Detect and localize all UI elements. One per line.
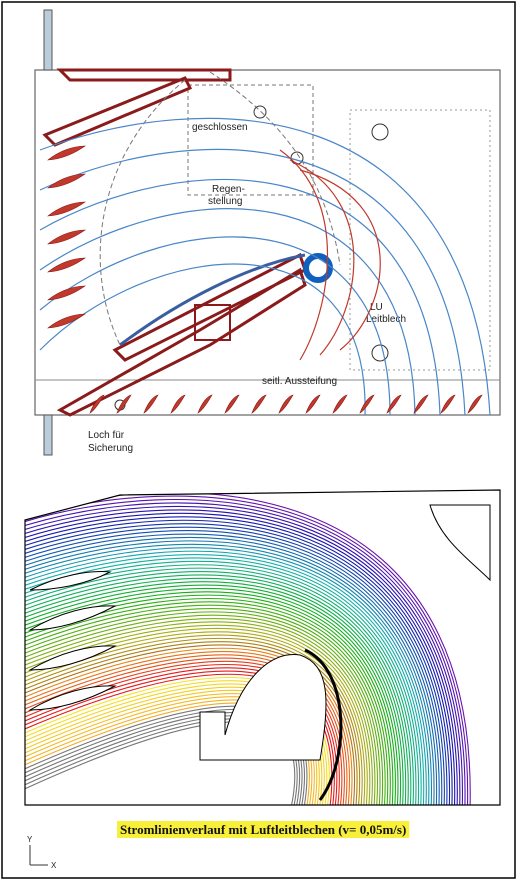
label: LU xyxy=(370,302,383,313)
page: geschlossen Regen- stellung LU Leitblech… xyxy=(0,0,517,880)
label: Loch für xyxy=(88,430,125,441)
axis-label: X xyxy=(51,861,57,870)
axis-label: Y xyxy=(27,835,33,844)
pipe xyxy=(44,10,52,70)
label: Sicherung xyxy=(88,443,133,454)
label: geschlossen xyxy=(192,122,248,133)
label: seitl. Aussteifung xyxy=(262,376,337,387)
label: Regen- xyxy=(212,184,245,195)
label: stellung xyxy=(208,196,242,207)
caption: Stromlinienverlauf mit Luftleitblechen (… xyxy=(120,822,406,837)
pipe xyxy=(44,415,52,455)
